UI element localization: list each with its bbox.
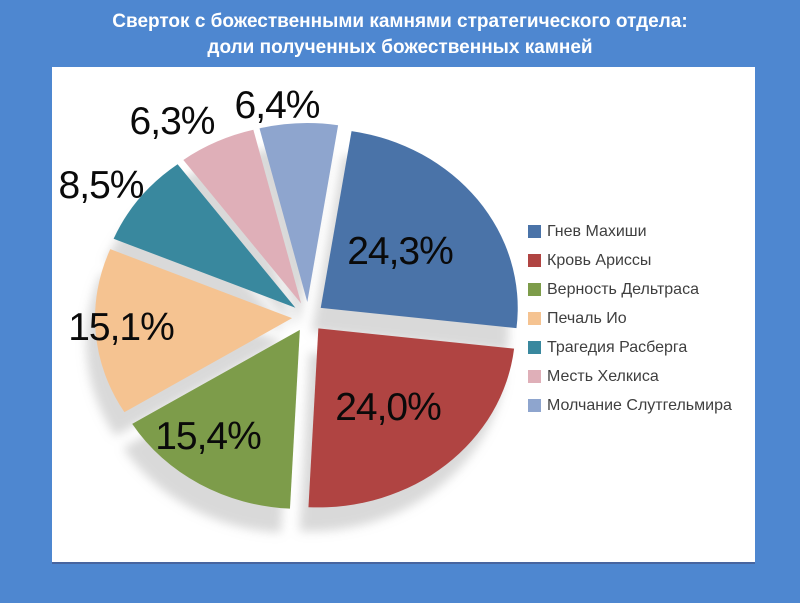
pie-slice-4 xyxy=(113,164,296,308)
chart-title-line-2: доли полученных божественных камней xyxy=(207,37,593,58)
legend-item: Гнев Махиши xyxy=(528,217,732,246)
legend-item: Кровь Ариссы xyxy=(528,246,732,275)
pie-slice-0 xyxy=(320,131,518,329)
chart-plot-area: 24,3% 24,0% 15,4% 15,1% 8,5% 6,3% 6,4% Гнев Ма… xyxy=(52,67,755,564)
legend-label: Молчание Слутгельмира xyxy=(547,396,732,414)
pie-slice-value-label: 24,3% xyxy=(347,230,454,273)
pie-slice-1 xyxy=(308,328,515,508)
legend-item: Печаль Ио xyxy=(528,304,732,333)
legend-color-swatch xyxy=(528,312,541,325)
legend-label: Верность Дельтраса xyxy=(547,280,699,298)
pie-slice-6 xyxy=(259,123,339,303)
chart-title: Сверток с божественными камнями стратеги… xyxy=(0,9,800,61)
pie-slice-3 xyxy=(95,249,293,413)
pie-slice-5 xyxy=(183,129,302,304)
legend-label: Гнев Махиши xyxy=(547,222,647,240)
chart-legend: Гнев Махиши Кровь Ариссы Верность Дельтрас… xyxy=(528,217,732,420)
legend-item: Трагедия Расберга xyxy=(528,333,732,362)
pie-slice-value-label: 6,3% xyxy=(129,100,216,143)
pie-chart xyxy=(86,123,518,533)
legend-label: Печаль Ио xyxy=(547,309,627,327)
pie-slice-value-label: 15,1% xyxy=(68,306,175,349)
legend-label: Трагедия Расберга xyxy=(547,338,688,356)
pie-slice-value-label: 6,4% xyxy=(234,84,321,127)
legend-item: Месть Хелкиса xyxy=(528,362,732,391)
legend-color-swatch xyxy=(528,254,541,267)
pie-slice-value-label: 8,5% xyxy=(58,164,145,207)
legend-color-swatch xyxy=(528,283,541,296)
legend-label: Месть Хелкиса xyxy=(547,367,659,385)
legend-color-swatch xyxy=(528,225,541,238)
pie-slice-value-label: 15,4% xyxy=(155,415,262,458)
legend-color-swatch xyxy=(528,370,541,383)
legend-item: Молчание Слутгельмира xyxy=(528,391,732,420)
legend-color-swatch xyxy=(528,341,541,354)
chart-title-line-1: Сверток с божественными камнями стратеги… xyxy=(112,11,688,32)
legend-item: Верность Дельтраса xyxy=(528,275,732,304)
pie-slice-2 xyxy=(132,329,300,509)
pie-slice-value-label: 24,0% xyxy=(335,386,442,429)
legend-label: Кровь Ариссы xyxy=(547,251,652,269)
legend-color-swatch xyxy=(528,399,541,412)
